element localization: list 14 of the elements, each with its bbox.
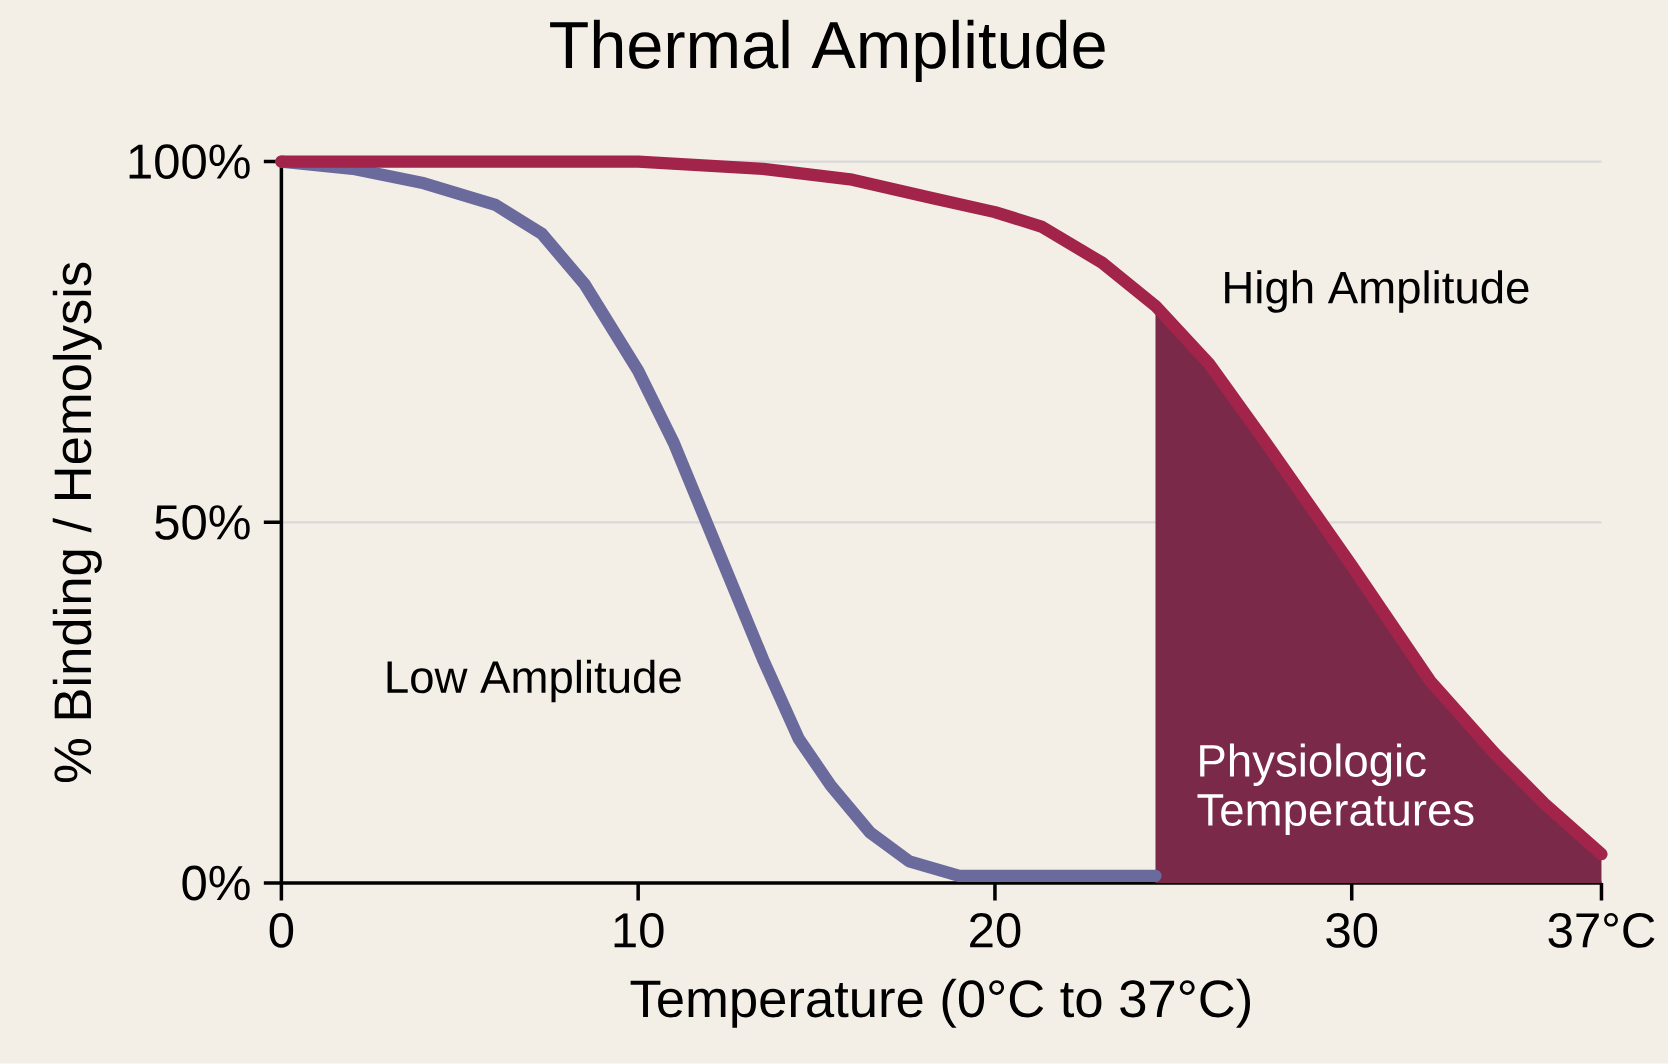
chart-title: Thermal Amplitude [550,19,1105,83]
x-tick-label: 20 [970,913,1021,948]
series-label: Physiologic Temperatures [1197,743,1474,836]
x-axis-title: Temperature (0°C to 37°C) [630,978,1250,1028]
x-tick-label: 37°C [1548,913,1655,948]
y-tick-label: 0% [182,865,250,901]
y-axis-title: % Binding / Hemolysis [52,262,102,783]
y-tick-label: 50% [155,505,250,540]
series-label: Low Amplitude [387,659,681,703]
x-tick-label: 0 [269,913,294,948]
x-tick-label: 10 [614,913,664,948]
x-tick-label: 30 [1326,913,1378,948]
y-tick-label: 100% [129,144,250,180]
series-label: High Amplitude [1225,270,1529,313]
